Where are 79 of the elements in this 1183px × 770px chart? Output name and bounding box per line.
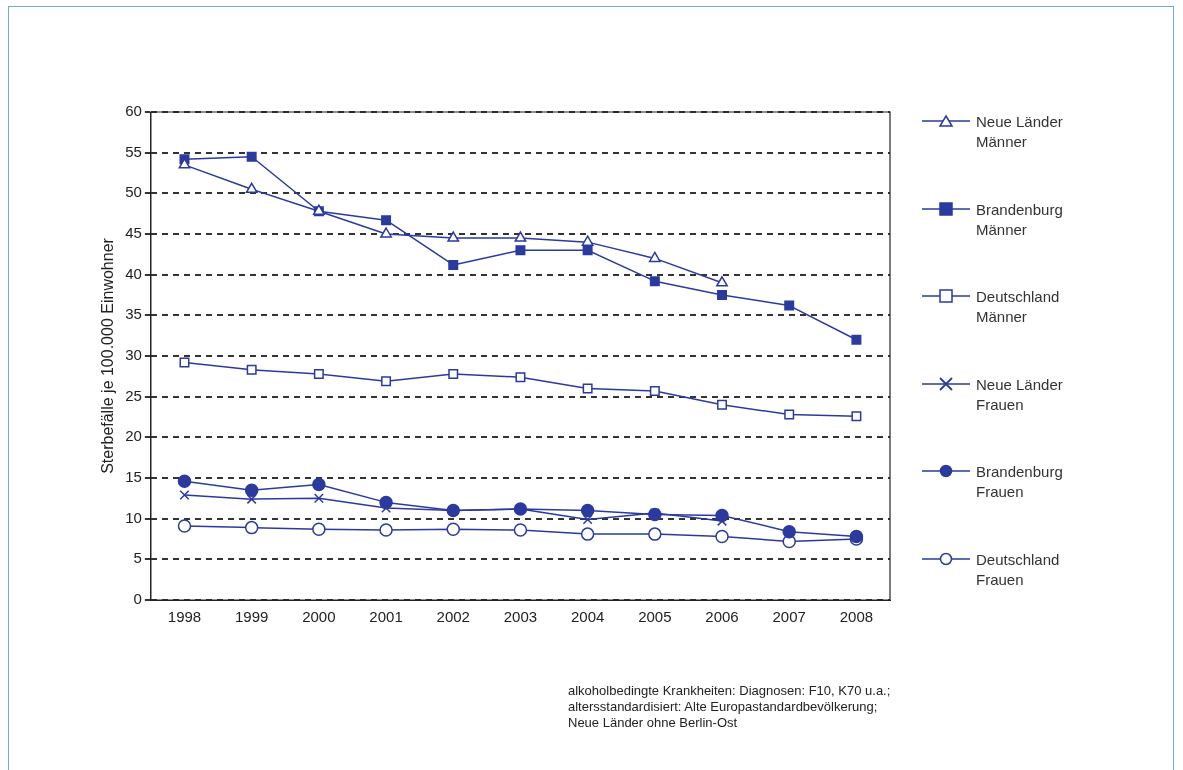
- text: Neue Länder ohne Berlin-Ost: [568, 715, 739, 731]
- point: [581, 235, 594, 246]
- point: [246, 494, 257, 505]
- x-tick-label: 1999: [234, 608, 269, 626]
- point: [177, 519, 192, 533]
- point: [448, 259, 459, 270]
- point: [179, 490, 190, 501]
- y-tick-label: 20: [125, 427, 142, 445]
- point: [649, 276, 660, 287]
- x-tick-label: 2001: [369, 608, 403, 626]
- point: [381, 215, 392, 226]
- point: [513, 523, 528, 537]
- x-tick-label: 2002: [436, 608, 470, 626]
- point: [580, 503, 595, 518]
- x-tick-label: 2003: [503, 608, 538, 626]
- y-tick-label: 0: [133, 590, 142, 608]
- legend-label: Brandenburg Männer: [976, 199, 1064, 240]
- point: [851, 411, 862, 422]
- point: [312, 522, 326, 536]
- point: [381, 376, 392, 387]
- point: [715, 529, 729, 544]
- point: [649, 385, 660, 396]
- x-tick-label: 2008: [839, 608, 874, 626]
- point: [448, 368, 459, 379]
- y-tick-label: 25: [125, 386, 142, 404]
- point: [784, 300, 795, 311]
- point: [246, 364, 257, 375]
- y-tick-label: 60: [125, 102, 142, 120]
- y-tick-label: 45: [125, 224, 142, 242]
- point: [177, 474, 192, 488]
- x-tick-label: 2007: [772, 608, 806, 626]
- legend-label: Deutschland Männer: [976, 287, 1061, 327]
- point: [313, 368, 324, 379]
- point: [580, 527, 595, 541]
- x-tick-label: 1998: [167, 608, 202, 626]
- point: [312, 477, 326, 492]
- y-tick-label: 5: [133, 549, 142, 567]
- legend-label: Neue Länder Männer: [976, 112, 1064, 152]
- point: [379, 523, 393, 537]
- point: [851, 334, 862, 345]
- x-tick-label: 2006: [705, 608, 739, 626]
- x-tick-label: 2005: [638, 608, 672, 626]
- y-tick-label: 35: [125, 305, 142, 323]
- text: altersstandardisiert: Alte Europastandardbevölkerung;: [568, 699, 879, 715]
- point: [514, 231, 527, 242]
- x-tick-label: 2004: [570, 608, 605, 626]
- point: [245, 182, 258, 194]
- legend-label: Deutschland Frauen: [976, 549, 1061, 590]
- point: [582, 245, 593, 256]
- legend-label: Brandenburg Frauen: [976, 462, 1064, 502]
- y-axis-title: Sterbefälle je 100.000 Einwohner: [99, 237, 117, 474]
- point: [515, 372, 526, 383]
- point: [784, 409, 795, 420]
- point: [582, 514, 593, 525]
- point: [648, 527, 662, 541]
- point: [716, 276, 728, 287]
- x-tick-label: 2000: [302, 608, 336, 626]
- point: [648, 251, 661, 263]
- text: alkoholbedingte Krankheiten: Diagnosen: F10, K70 u.a.;: [568, 683, 892, 699]
- y-tick-label: 50: [125, 183, 142, 201]
- point: [446, 522, 460, 536]
- y-tick-label: 55: [125, 142, 142, 160]
- legend-label: Neue Länder Frauen: [976, 374, 1064, 415]
- y-tick-label: 15: [125, 468, 142, 486]
- point: [717, 290, 728, 300]
- point: [244, 483, 259, 497]
- y-tick-label: 10: [125, 508, 142, 526]
- point: [515, 245, 526, 256]
- point: [246, 151, 257, 162]
- point: [582, 383, 593, 394]
- y-tick-label: 40: [125, 264, 142, 282]
- point: [717, 399, 728, 410]
- point: [447, 231, 460, 242]
- point: [244, 520, 259, 535]
- point: [380, 227, 392, 238]
- point: [782, 524, 796, 539]
- point: [313, 493, 324, 504]
- point: [179, 357, 190, 368]
- y-tick-label: 30: [125, 346, 142, 364]
